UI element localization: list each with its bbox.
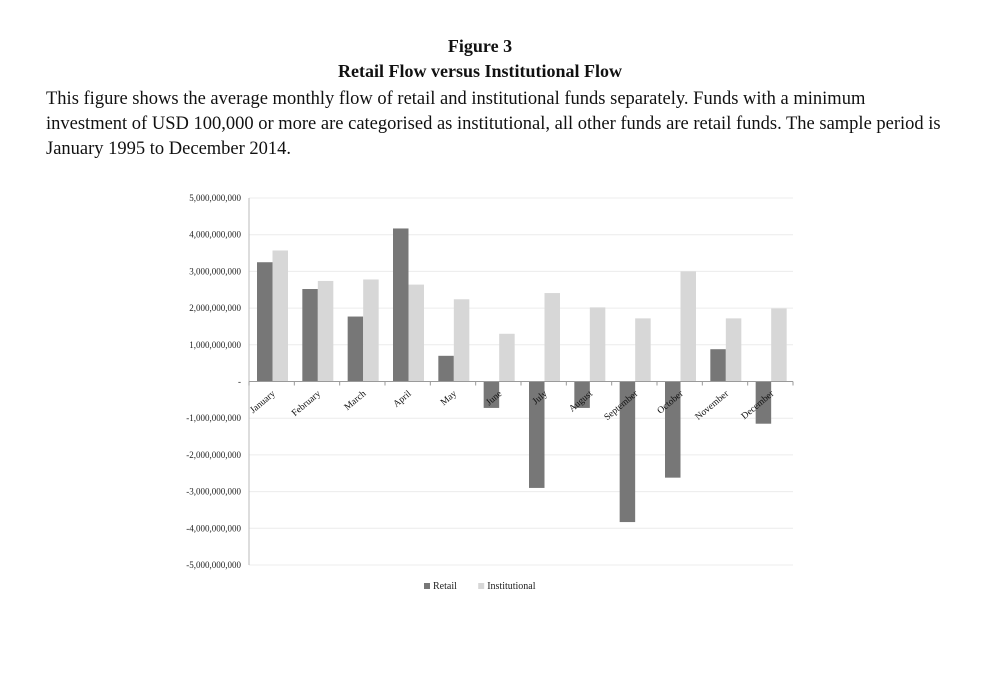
retail-bar [665, 381, 681, 478]
institutional-bar [499, 333, 515, 382]
x-tick-label: April [392, 389, 414, 410]
retail-bar [755, 381, 772, 424]
institutional-bar [408, 284, 424, 382]
retail-bar [483, 381, 500, 408]
institutional-bar [544, 293, 560, 382]
institutional-bar [363, 279, 379, 382]
y-tick-label: 1,000,000,000 [189, 340, 241, 350]
y-tick-label: -5,000,000,000 [186, 560, 241, 570]
figure-title: Retail Flow versus Institutional Flow [337, 61, 622, 81]
retail-bar [438, 355, 454, 382]
retail-bar [393, 228, 409, 382]
institutional-bar [272, 250, 288, 382]
retail-bar [347, 316, 364, 382]
y-tick-label: -3,000,000,000 [186, 487, 241, 497]
institutional-bar [635, 318, 651, 382]
legend-label: Institutional [487, 581, 536, 592]
retail-bar [302, 289, 318, 382]
figure-label: Figure 3 [447, 36, 513, 56]
institutional-bar [589, 307, 606, 382]
y-tick-label: -2,000,000,000 [186, 450, 241, 460]
y-tick-label: 5,000,000,000 [189, 193, 241, 203]
legend-label: Retail [433, 581, 457, 592]
institutional-bar [680, 271, 696, 382]
retail-bar [574, 381, 590, 408]
institutional-bar [725, 318, 742, 382]
y-tick-label: - [238, 377, 241, 387]
x-tick-label: May [439, 389, 459, 408]
institutional-bar [453, 299, 470, 382]
figure-caption: This figure shows the average monthly fl… [46, 89, 941, 159]
retail-bar [257, 262, 273, 382]
y-tick-label: -4,000,000,000 [186, 523, 241, 533]
y-tick-label: 2,000,000,000 [189, 303, 241, 313]
institutional-bar [317, 280, 334, 382]
x-tick-label: November [694, 389, 732, 423]
y-tick-label: 3,000,000,000 [189, 266, 241, 276]
retail-bar [710, 349, 726, 382]
x-tick-label: February [290, 389, 323, 419]
x-tick-label: January [249, 389, 278, 416]
institutional-bar [771, 308, 787, 382]
legend-swatch [478, 583, 485, 589]
retail-bar [619, 381, 636, 523]
y-tick-label: 4,000,000,000 [189, 230, 241, 240]
x-tick-label: March [343, 389, 369, 413]
y-tick-label: -1,000,000,000 [186, 413, 241, 423]
retail-bar [529, 381, 545, 488]
legend-swatch [424, 583, 430, 589]
